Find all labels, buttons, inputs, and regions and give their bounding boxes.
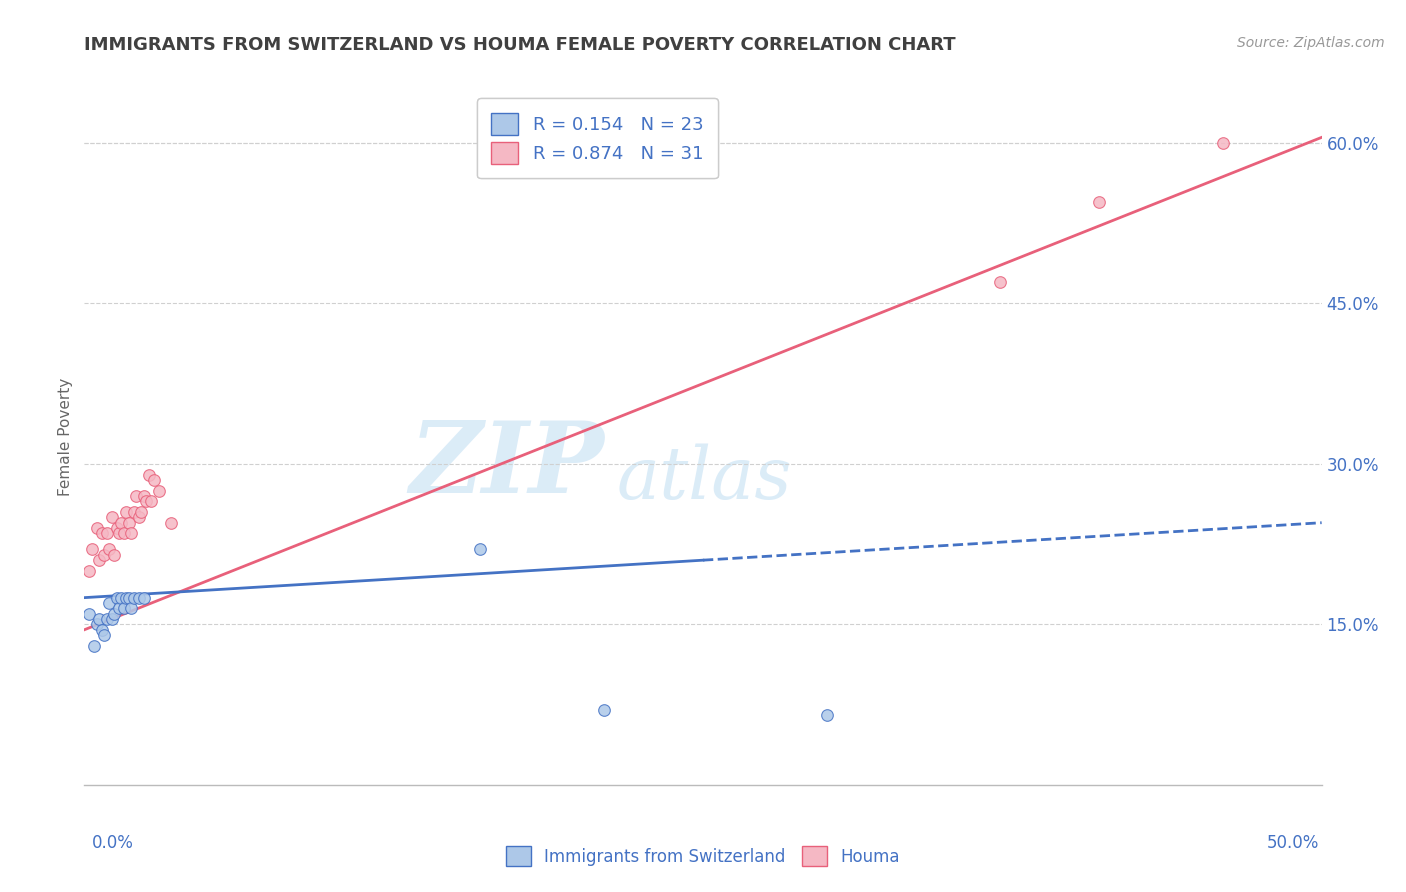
Point — [108, 526, 131, 541]
Point — [89, 553, 111, 567]
Point — [112, 601, 135, 615]
Point — [120, 601, 142, 615]
Point — [79, 564, 101, 578]
Point — [815, 708, 838, 723]
Point — [98, 596, 121, 610]
Legend: R = 0.154   N = 23, R = 0.874   N = 31: R = 0.154 N = 23, R = 0.874 N = 31 — [477, 98, 718, 178]
Point — [105, 591, 128, 605]
Point — [100, 510, 122, 524]
Point — [148, 483, 170, 498]
Point — [96, 526, 118, 541]
Point — [115, 591, 138, 605]
Point — [122, 591, 145, 605]
Point — [110, 516, 132, 530]
Point — [110, 591, 132, 605]
Point — [128, 591, 150, 605]
Point — [160, 516, 183, 530]
Point — [128, 510, 150, 524]
Text: IMMIGRANTS FROM SWITZERLAND VS HOUMA FEMALE POVERTY CORRELATION CHART: IMMIGRANTS FROM SWITZERLAND VS HOUMA FEM… — [84, 36, 956, 54]
Point — [79, 607, 101, 621]
Point — [138, 467, 160, 482]
Point — [118, 591, 141, 605]
Point — [86, 521, 108, 535]
Point — [103, 548, 125, 562]
Text: Source: ZipAtlas.com: Source: ZipAtlas.com — [1237, 36, 1385, 50]
Legend: Immigrants from Switzerland, Houma: Immigrants from Switzerland, Houma — [498, 838, 908, 875]
Point — [80, 542, 103, 557]
Point — [593, 703, 616, 717]
Point — [90, 526, 112, 541]
Point — [988, 275, 1011, 289]
Point — [125, 489, 148, 503]
Point — [93, 628, 115, 642]
Y-axis label: Female Poverty: Female Poverty — [58, 378, 73, 496]
Point — [118, 516, 141, 530]
Point — [89, 612, 111, 626]
Text: ZIP: ZIP — [409, 417, 605, 513]
Point — [105, 521, 128, 535]
Point — [112, 526, 135, 541]
Text: atlas: atlas — [616, 443, 792, 514]
Point — [93, 548, 115, 562]
Point — [115, 505, 138, 519]
Point — [100, 612, 122, 626]
Point — [83, 639, 105, 653]
Point — [129, 505, 152, 519]
Point — [142, 473, 165, 487]
Point — [108, 601, 131, 615]
Point — [96, 612, 118, 626]
Point — [132, 591, 155, 605]
Point — [132, 489, 155, 503]
Point — [141, 494, 163, 508]
Text: 0.0%: 0.0% — [91, 834, 134, 852]
Point — [135, 494, 157, 508]
Point — [86, 617, 108, 632]
Point — [1088, 194, 1111, 209]
Point — [98, 542, 121, 557]
Point — [120, 526, 142, 541]
Point — [470, 542, 492, 557]
Text: 50.0%: 50.0% — [1267, 834, 1319, 852]
Point — [90, 623, 112, 637]
Point — [122, 505, 145, 519]
Point — [103, 607, 125, 621]
Point — [1212, 136, 1234, 150]
